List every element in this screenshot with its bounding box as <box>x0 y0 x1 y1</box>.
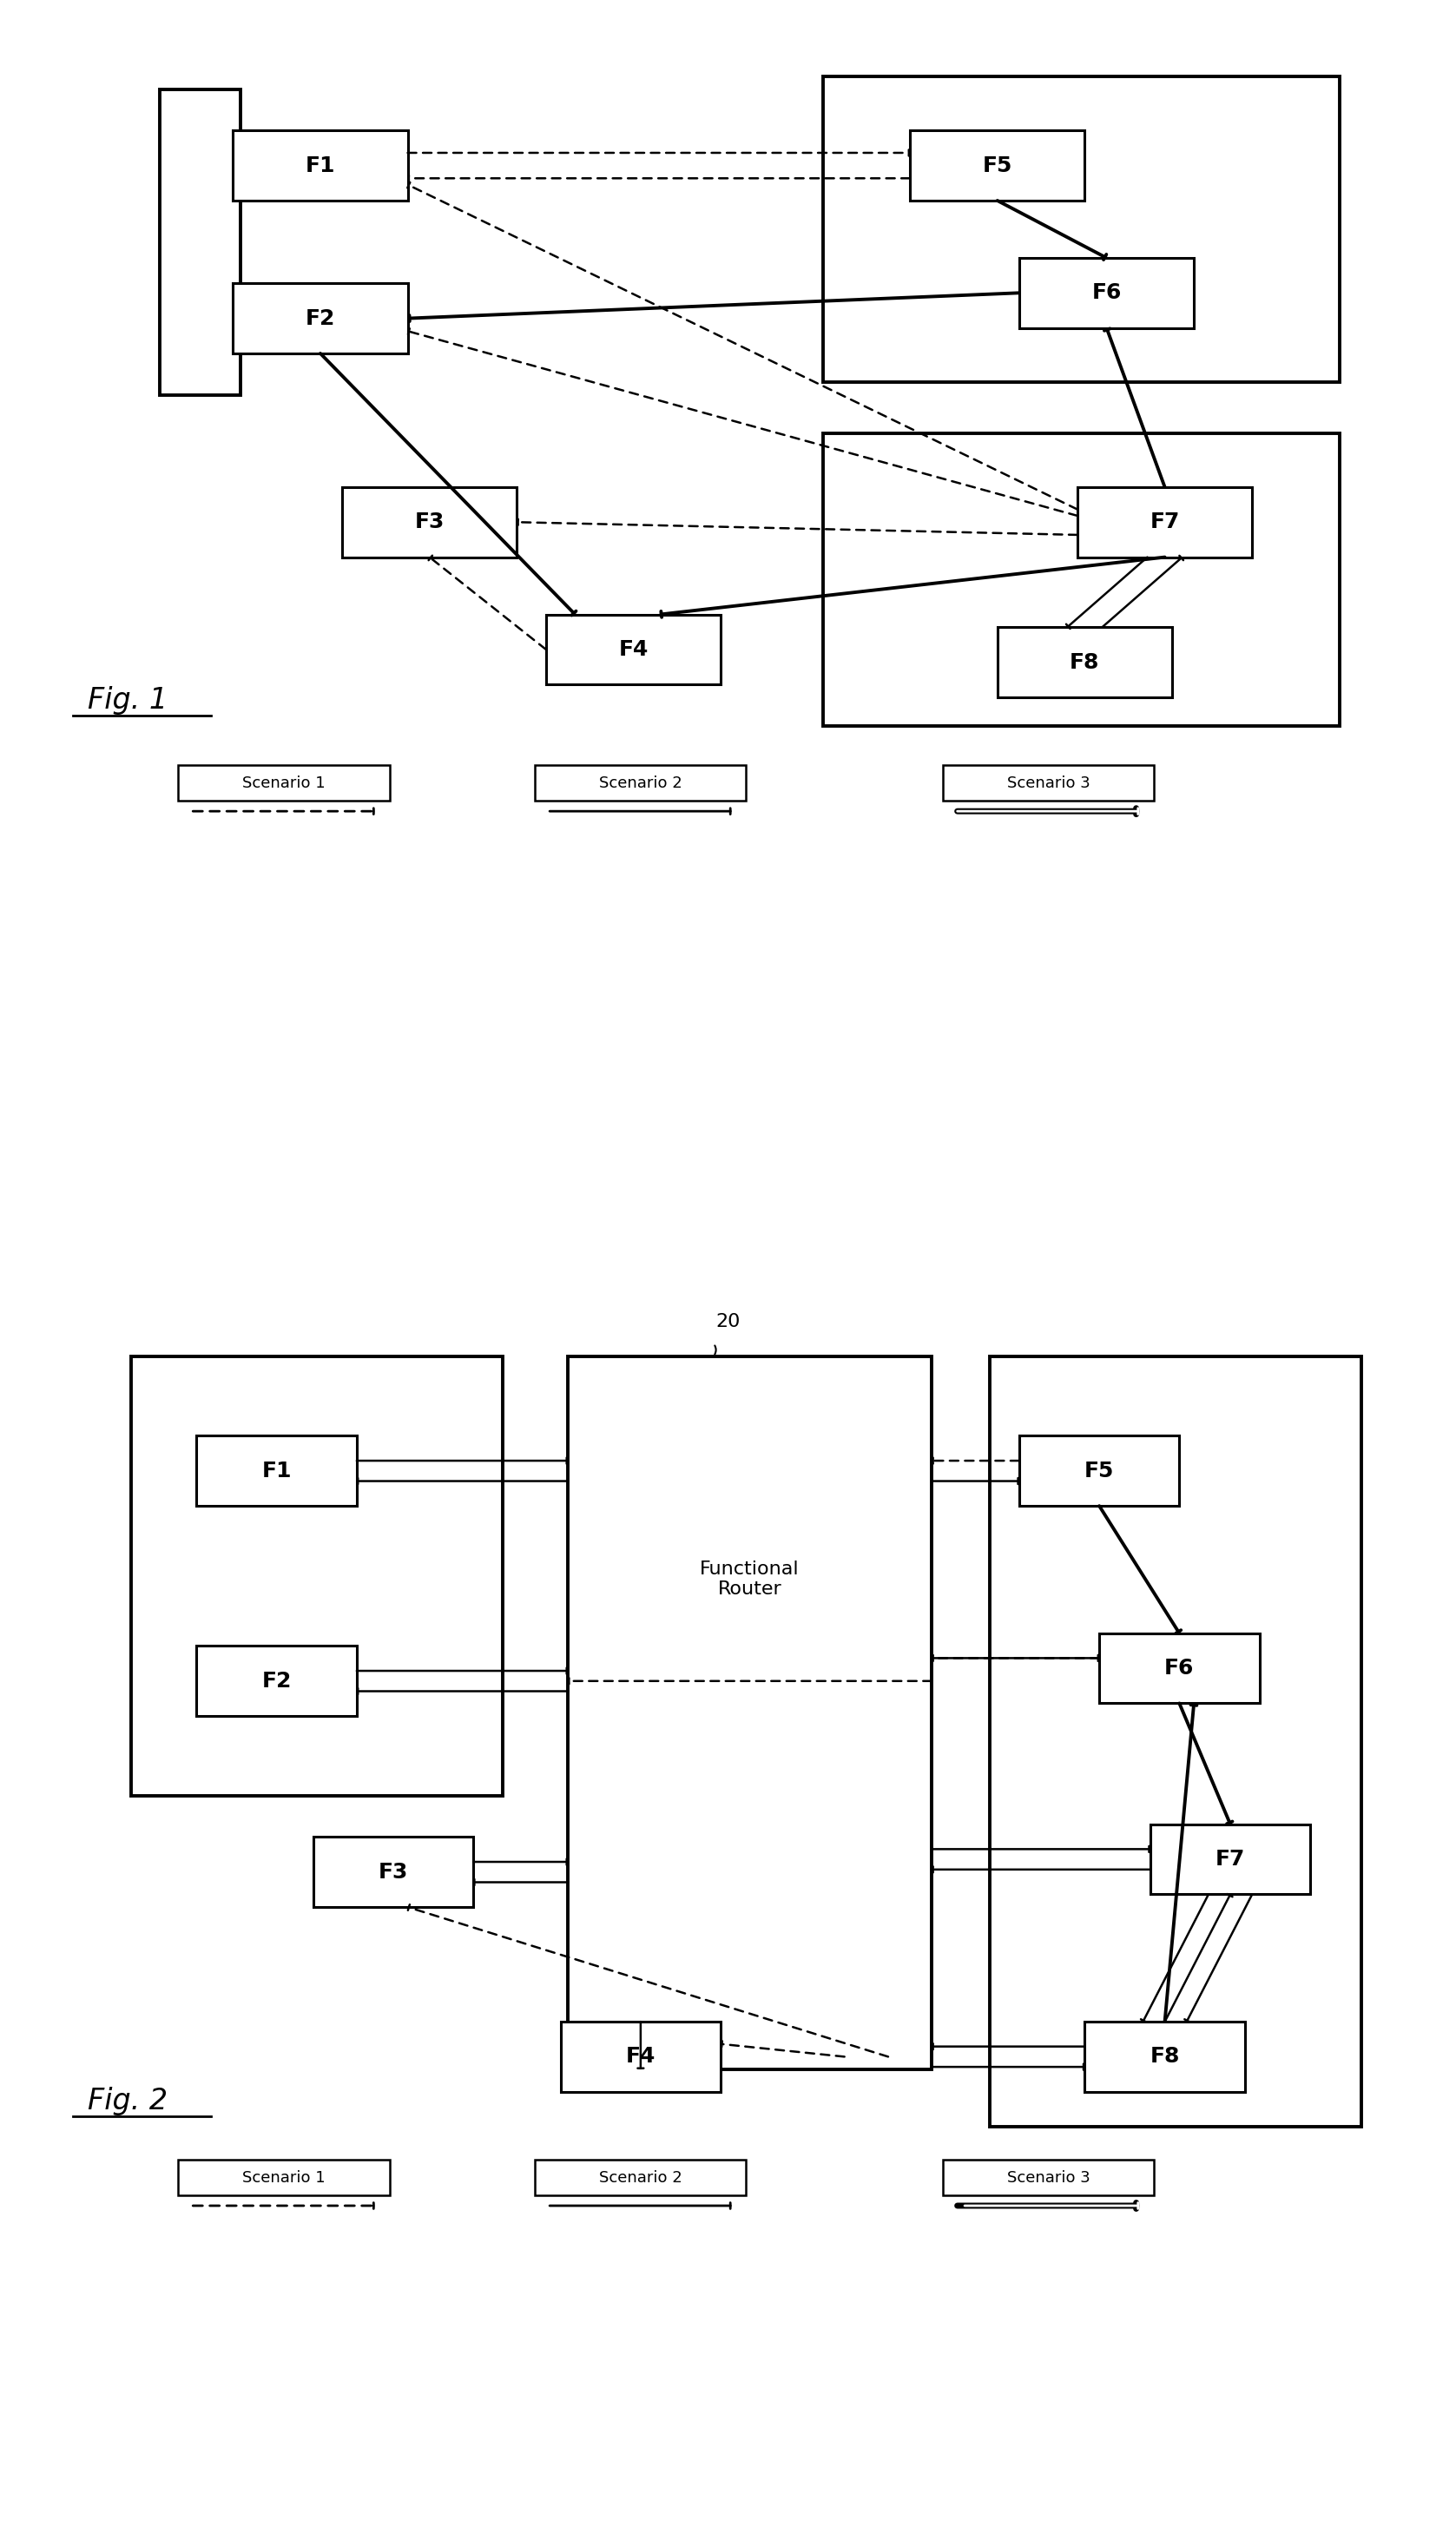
Bar <box>997 627 1172 698</box>
Text: F6: F6 <box>1092 283 1121 303</box>
Bar <box>1019 257 1194 329</box>
Text: F4: F4 <box>619 639 648 660</box>
Bar <box>561 2022 721 2091</box>
Text: F5: F5 <box>983 155 1012 176</box>
Text: 20: 20 <box>716 1314 740 1330</box>
Bar <box>1085 2022 1245 2091</box>
Bar <box>536 767 745 800</box>
Bar <box>179 2160 390 2196</box>
Text: Scenario 2: Scenario 2 <box>598 774 683 792</box>
Text: Functional
Router: Functional Router <box>700 1561 799 1597</box>
Text: F3: F3 <box>415 512 444 532</box>
Bar <box>990 1355 1361 2127</box>
Text: F6: F6 <box>1165 1658 1194 1678</box>
Bar <box>233 283 408 354</box>
Text: F4: F4 <box>626 2045 655 2068</box>
Text: F8: F8 <box>1150 2045 1179 2068</box>
Bar <box>568 1355 932 2068</box>
Text: Fig. 1: Fig. 1 <box>87 685 167 716</box>
Text: F5: F5 <box>1085 1459 1114 1482</box>
Bar <box>179 767 390 800</box>
Text: Scenario 3: Scenario 3 <box>1006 774 1091 792</box>
Bar <box>942 2160 1153 2196</box>
Text: F1: F1 <box>262 1459 291 1482</box>
Text: F2: F2 <box>306 308 335 329</box>
Text: F7: F7 <box>1150 512 1179 532</box>
Bar <box>197 1645 357 1717</box>
Bar <box>910 130 1085 201</box>
Bar <box>823 76 1340 382</box>
Bar <box>1150 1824 1310 1895</box>
Bar <box>823 433 1340 726</box>
Bar <box>1099 1633 1259 1704</box>
Bar <box>160 89 240 395</box>
Bar <box>1019 1437 1179 1505</box>
Bar <box>536 2160 745 2196</box>
Bar <box>313 1836 473 1908</box>
Bar <box>546 614 721 685</box>
Text: F8: F8 <box>1070 652 1099 672</box>
Text: Fig. 2: Fig. 2 <box>87 2086 167 2117</box>
Bar <box>131 1355 502 1796</box>
Text: Scenario 2: Scenario 2 <box>598 2170 683 2185</box>
Text: Scenario 1: Scenario 1 <box>242 2170 326 2185</box>
Text: F2: F2 <box>262 1671 291 1691</box>
Text: Scenario 3: Scenario 3 <box>1006 2170 1091 2185</box>
Bar <box>1077 486 1252 558</box>
Text: F1: F1 <box>306 155 335 176</box>
Text: F3: F3 <box>379 1862 408 1882</box>
Bar <box>197 1437 357 1505</box>
Bar <box>942 767 1153 800</box>
Text: Scenario 1: Scenario 1 <box>242 774 326 792</box>
Text: F7: F7 <box>1216 1849 1245 1869</box>
Bar <box>233 130 408 201</box>
Bar <box>342 486 517 558</box>
